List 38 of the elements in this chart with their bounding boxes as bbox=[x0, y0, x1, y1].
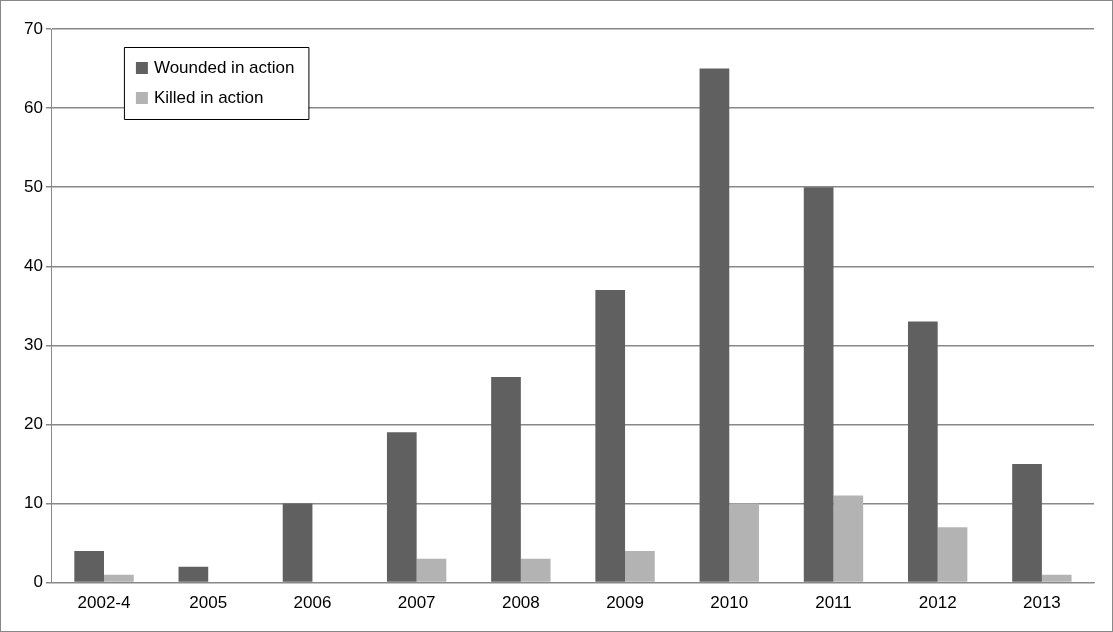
y-tick-label: 10 bbox=[23, 493, 43, 513]
bar bbox=[729, 503, 759, 582]
x-tick-label: 2002-4 bbox=[77, 593, 131, 613]
legend-label: Wounded in action bbox=[153, 57, 295, 77]
bar bbox=[74, 550, 105, 582]
bar bbox=[1012, 463, 1042, 582]
bar bbox=[491, 376, 521, 582]
x-tick-label: 2013 bbox=[1022, 593, 1061, 613]
legend-label: Killed in action bbox=[153, 87, 264, 107]
bar bbox=[833, 495, 864, 582]
y-tick-label: 20 bbox=[23, 414, 43, 434]
bar bbox=[520, 558, 551, 582]
bar bbox=[282, 503, 313, 582]
x-tick-label: 2010 bbox=[710, 593, 749, 613]
bar bbox=[1041, 574, 1072, 582]
y-tick-label: 0 bbox=[33, 572, 43, 592]
bar bbox=[625, 550, 655, 582]
bar bbox=[907, 321, 938, 582]
x-tick-label: 2006 bbox=[293, 593, 332, 613]
bar bbox=[803, 187, 834, 582]
x-tick-label: 2007 bbox=[397, 593, 436, 613]
bar bbox=[937, 527, 968, 582]
bar bbox=[104, 574, 134, 582]
y-tick-label: 70 bbox=[23, 18, 43, 38]
y-tick-label: 50 bbox=[23, 176, 43, 196]
x-tick-label: 2011 bbox=[815, 593, 852, 613]
x-tick-label: 2008 bbox=[501, 593, 540, 613]
bar bbox=[178, 566, 209, 582]
y-tick-label: 30 bbox=[23, 335, 43, 355]
y-tick-label: 60 bbox=[23, 97, 43, 117]
x-tick-label: 2005 bbox=[189, 593, 228, 613]
bar bbox=[386, 432, 417, 582]
y-tick-label: 40 bbox=[23, 255, 43, 275]
bar bbox=[699, 68, 730, 582]
x-tick-label: 2012 bbox=[918, 593, 957, 613]
bar bbox=[595, 289, 626, 582]
bar bbox=[416, 558, 447, 582]
x-tick-label: 2009 bbox=[606, 593, 644, 613]
